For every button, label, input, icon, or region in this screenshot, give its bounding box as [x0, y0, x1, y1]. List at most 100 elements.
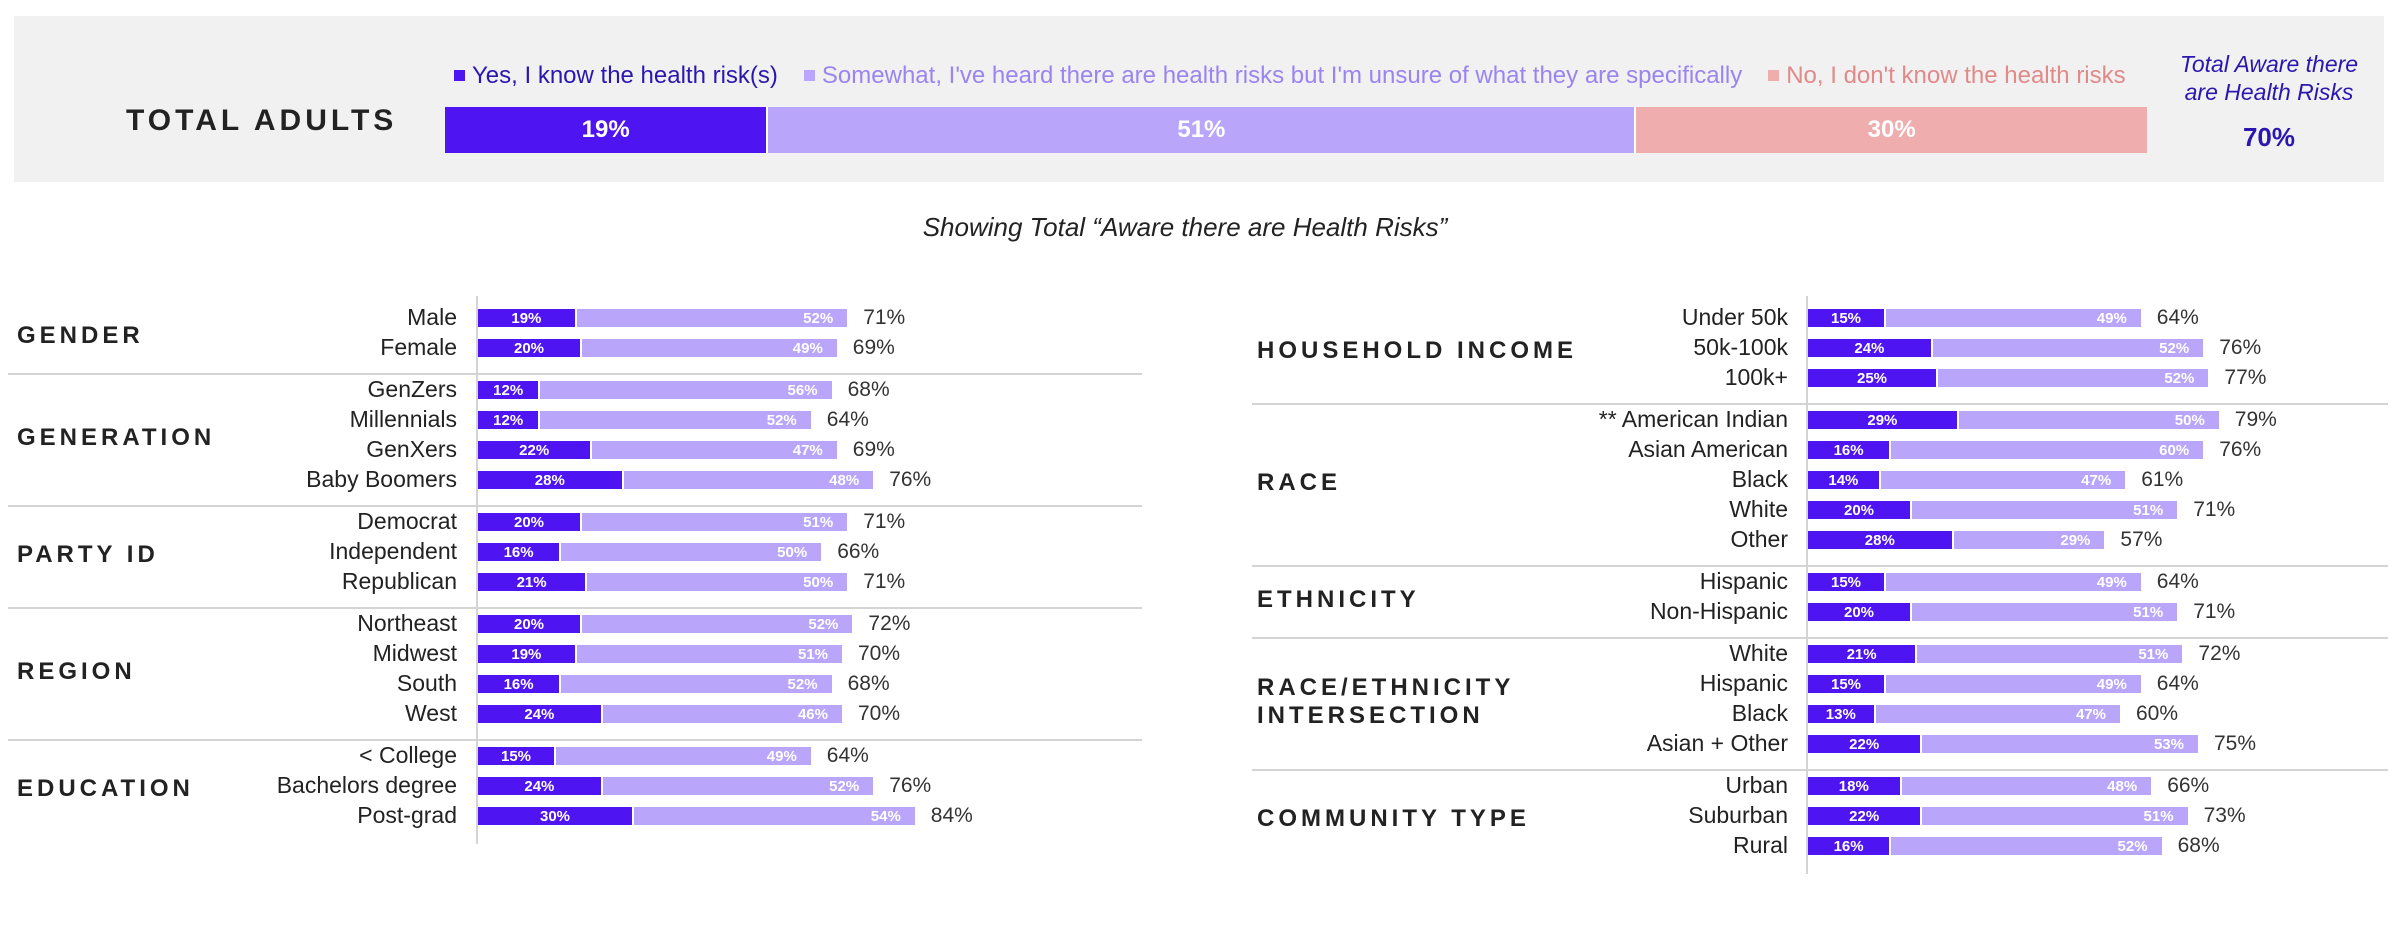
group-divider — [8, 373, 1142, 375]
bar-somewhat-segment: 29% — [1953, 531, 2105, 549]
row-label: Rural — [1733, 832, 1788, 858]
row-total: 72% — [2198, 642, 2241, 665]
bar-yes-segment: 13% — [1808, 705, 1876, 723]
row-bar: 24% 52% — [478, 777, 874, 795]
row-total: 57% — [2120, 528, 2163, 551]
bar-yes-segment: 16% — [1808, 837, 1892, 855]
group-divider — [1252, 769, 2388, 771]
row-total: 69% — [852, 438, 895, 461]
bar-somewhat-segment: 50% — [587, 573, 848, 591]
legend-swatch — [454, 70, 465, 81]
row-label: 100k+ — [1724, 364, 1788, 390]
row-label: Non-Hispanic — [1649, 598, 1788, 624]
row-total: 66% — [837, 540, 880, 563]
row-label: Male — [407, 304, 457, 330]
row-bar: 21% 51% — [1808, 645, 2183, 663]
row-label: Black — [1731, 466, 1788, 492]
bar-somewhat-segment: 51% — [1922, 807, 2188, 825]
bar-somewhat-segment: 52% — [561, 675, 832, 693]
row-bar: 22% 51% — [1808, 807, 2188, 825]
legend-swatch — [1768, 70, 1780, 81]
bar-somewhat-segment: 51% — [1912, 501, 2178, 519]
row-label: Other — [1730, 526, 1788, 552]
total-adults-panel: TOTAL ADULTS Yes, I know the health risk… — [14, 16, 2384, 182]
row-bar: 30% 54% — [478, 807, 915, 825]
row-label: < College — [359, 742, 457, 768]
bar-somewhat-segment: 52% — [1938, 369, 2209, 387]
group-divider — [8, 505, 1142, 507]
legend-label: Yes, I know the health risk(s) — [472, 61, 778, 89]
row-label: 50k-100k — [1693, 334, 1788, 360]
bar-yes-segment: 15% — [1808, 573, 1886, 591]
row-label: Under 50k — [1681, 304, 1788, 330]
legend-label: Somewhat, I've heard there are health ri… — [821, 61, 1743, 89]
total-adults-title: TOTAL ADULTS — [126, 104, 398, 137]
row-total: 68% — [847, 378, 890, 401]
row-label: GenZers — [367, 376, 457, 402]
bar-somewhat-segment: 48% — [623, 471, 874, 489]
legend-label: No, I don't know the health risks — [1786, 61, 2126, 89]
row-bar: 15% 49% — [478, 747, 811, 765]
group-label: COMMUNITY TYPE — [1257, 805, 1530, 832]
bar-yes-segment: 29% — [1808, 411, 1959, 429]
axis-line — [1806, 296, 1808, 874]
row-total: 60% — [2136, 702, 2179, 725]
row-total: 71% — [863, 306, 906, 329]
bar-somewhat-segment: 52% — [576, 309, 848, 327]
row-total: 76% — [889, 468, 932, 491]
bar-yes-segment: 24% — [478, 777, 603, 795]
bar-somewhat-segment: 48% — [1901, 777, 2152, 795]
row-label: Asian American — [1628, 436, 1788, 462]
group-label: RACE/ETHNICITY INTERSECTION — [1257, 674, 1515, 729]
row-total: 75% — [2214, 732, 2257, 755]
bar-somewhat-segment: 60% — [1891, 441, 2204, 459]
row-bar: 20% 49% — [478, 339, 837, 357]
row-total: 77% — [2224, 366, 2267, 389]
bar-somewhat-segment: 47% — [1875, 705, 2120, 723]
row-total: 73% — [2203, 804, 2246, 827]
row-label: Northeast — [357, 610, 457, 636]
bar-yes-segment: 15% — [1808, 309, 1886, 327]
row-label: Bachelors degree — [276, 772, 457, 798]
bar-yes-segment: 12% — [478, 411, 541, 429]
row-total: 68% — [2177, 834, 2220, 857]
bar-yes-segment: 24% — [478, 705, 603, 723]
bar-somewhat-segment: 47% — [1880, 471, 2126, 489]
row-bar: 28% 29% — [1808, 531, 2105, 549]
row-label: West — [405, 700, 457, 726]
row-label: Asian + Other — [1646, 730, 1788, 756]
bar-somewhat-segment: 50% — [1958, 411, 2219, 429]
bar-yes-segment: 28% — [478, 471, 624, 489]
total-adults-bar: 19% 51% 30% — [445, 107, 2147, 153]
row-total: 72% — [868, 612, 911, 635]
group-label: REGION — [17, 658, 136, 685]
row-total: 64% — [826, 408, 869, 431]
bar-somewhat-segment: 46% — [602, 705, 842, 723]
bar-somewhat-segment: 51% — [576, 645, 842, 663]
bar-yes-segment: 20% — [1808, 603, 1912, 621]
row-bar: 18% 48% — [1808, 777, 2152, 795]
bar-yes-segment: 12% — [478, 381, 541, 399]
bar-yes-segment: 20% — [1808, 501, 1912, 519]
row-bar: 15% 49% — [1808, 573, 2141, 591]
group-label: GENERATION — [17, 424, 216, 451]
bar-yes-segment: 19% — [478, 309, 577, 327]
group-label: EDUCATION — [17, 775, 194, 802]
row-label: Republican — [341, 568, 457, 594]
total-bar-yes: 19% — [445, 107, 769, 153]
axis-line — [476, 296, 478, 844]
row-total: 70% — [858, 642, 901, 665]
row-bar: 16% 50% — [478, 543, 822, 561]
row-bar: 16% 52% — [478, 675, 832, 693]
bar-yes-segment: 18% — [1808, 777, 1902, 795]
row-bar: 25% 52% — [1808, 369, 2209, 387]
row-total: 68% — [847, 672, 890, 695]
row-bar: 20% 51% — [478, 513, 848, 531]
row-label: Post-grad — [357, 802, 457, 828]
row-label: Hispanic — [1699, 568, 1788, 594]
row-bar: 22% 47% — [478, 441, 837, 459]
total-aware-value: 70% — [2242, 122, 2296, 152]
row-total: 71% — [863, 510, 906, 533]
bar-yes-segment: 24% — [1808, 339, 1933, 357]
group-divider — [1252, 637, 2388, 639]
